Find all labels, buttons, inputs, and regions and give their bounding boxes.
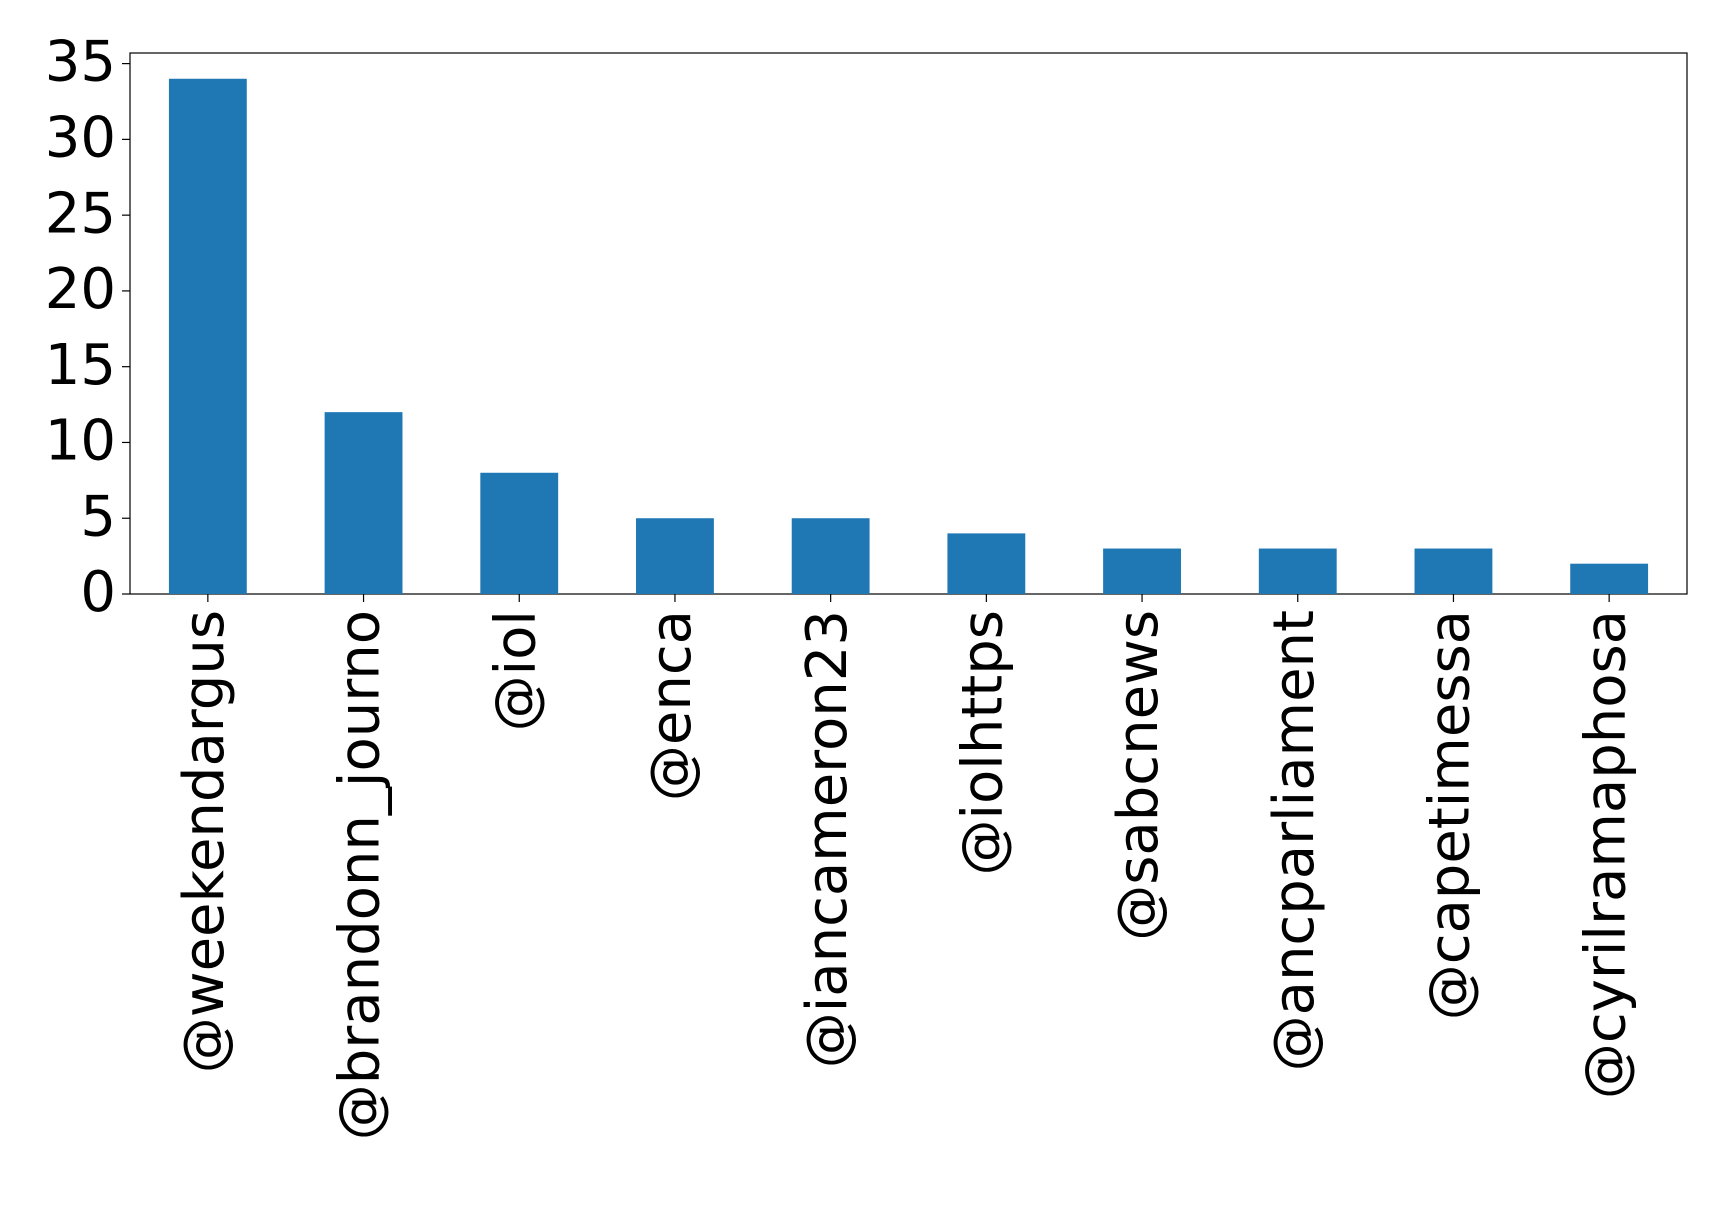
bar bbox=[1258, 548, 1337, 594]
x-tick-label: @weekendargus bbox=[172, 610, 237, 1073]
y-tick-label: 15 bbox=[45, 333, 116, 398]
y-tick-label: 20 bbox=[45, 257, 116, 322]
y-tick-label: 10 bbox=[45, 409, 116, 474]
plot-frame bbox=[129, 52, 1688, 595]
bar bbox=[791, 518, 870, 594]
bar bbox=[947, 533, 1026, 594]
y-tick-label: 35 bbox=[45, 30, 116, 95]
bar bbox=[480, 472, 559, 594]
x-tick-label: @ancparliament bbox=[1262, 610, 1327, 1071]
bar bbox=[1570, 563, 1649, 594]
x-tick-label: @iolhttps bbox=[950, 610, 1015, 876]
bar bbox=[1103, 548, 1181, 594]
bar bbox=[1414, 548, 1493, 594]
y-tick-label: 0 bbox=[80, 560, 116, 625]
x-tick-label: @iancameron23 bbox=[795, 610, 860, 1068]
y-tick-label: 30 bbox=[45, 106, 116, 171]
bar bbox=[636, 518, 714, 594]
x-tick-label: @sabcnews bbox=[1106, 610, 1171, 941]
x-tick-label: @brandonn_journo bbox=[328, 610, 393, 1140]
y-tick-label: 25 bbox=[45, 181, 116, 246]
y-tick-label: 5 bbox=[80, 484, 116, 549]
bar bbox=[324, 412, 403, 594]
x-tick-label: @cyrilramaphosa bbox=[1573, 610, 1638, 1099]
x-tick-label: @enca bbox=[639, 610, 704, 801]
x-tick-label: @capetimessa bbox=[1418, 610, 1483, 1020]
x-tick-label: @iol bbox=[483, 610, 548, 731]
bar bbox=[168, 78, 247, 594]
